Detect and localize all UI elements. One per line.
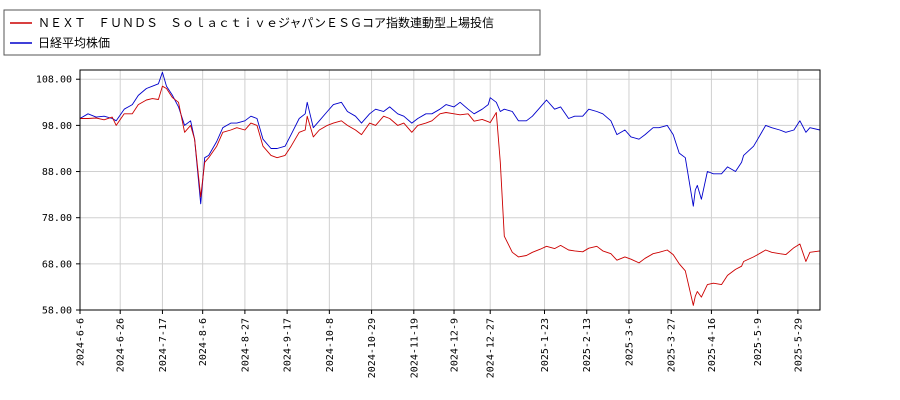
x-tick-label: 2025-2-13 (582, 318, 593, 372)
x-tick-label: 2024-6-6 (76, 318, 87, 366)
x-tick-label: 2025-5-29 (793, 318, 804, 372)
x-tick-label: 2025-3-27 (667, 318, 678, 372)
legend: ＮＥＸＴ ＦＵＮＤＳ ＳｏｌａｃｔｉｖｅジャパンＥＳＧコア指数連動型上場投信 日… (3, 9, 541, 56)
y-tick-label: 108.00 (36, 75, 72, 86)
y-tick-label: 88.00 (42, 167, 72, 178)
x-tick-label: 2024-12-27 (486, 318, 497, 378)
legend-label-nikkei: 日経平均株価 (38, 35, 110, 50)
x-tick-label: 2024-6-26 (116, 318, 127, 372)
x-tick-label: 2024-9-17 (283, 318, 294, 372)
y-axis-ticks: 108.00 98.00 88.00 78.00 68.00 58.00 (36, 75, 80, 317)
x-tick-label: 2024-8-6 (198, 318, 209, 366)
x-tick-label: 2024-8-27 (240, 318, 251, 372)
x-tick-label: 2025-4-16 (707, 318, 718, 372)
y-tick-label: 78.00 (42, 213, 72, 224)
x-tick-label: 2024-7-17 (158, 318, 169, 372)
x-tick-label: 2024-11-19 (409, 318, 420, 378)
plot-frame (79, 69, 821, 311)
x-tick-label: 2025-5-9 (753, 318, 764, 366)
x-tick-label: 2025-1-23 (540, 318, 551, 372)
y-tick-label: 58.00 (42, 306, 72, 317)
y-tick-label: 68.00 (42, 259, 72, 270)
x-tick-label: 2025-3-6 (624, 318, 635, 366)
series-line-fund (80, 85, 821, 306)
series-line-nikkei (79, 71, 821, 207)
x-tick-label: 2024-12-9 (450, 318, 461, 372)
x-axis-ticks: 2024-6-6 2024-6-26 2024-7-17 2024-8-6 2024-8… (76, 310, 804, 378)
series-lines (79, 71, 821, 306)
legend-box (3, 9, 541, 56)
y-tick-label: 98.00 (42, 121, 72, 132)
x-tick-label: 2024-10-29 (367, 318, 378, 378)
x-tick-label: 2024-10-8 (325, 318, 336, 372)
legend-label-fund: ＮＥＸＴ ＦＵＮＤＳ ＳｏｌａｃｔｉｖｅジャパンＥＳＧコア指数連動型上場投信 (38, 15, 494, 30)
